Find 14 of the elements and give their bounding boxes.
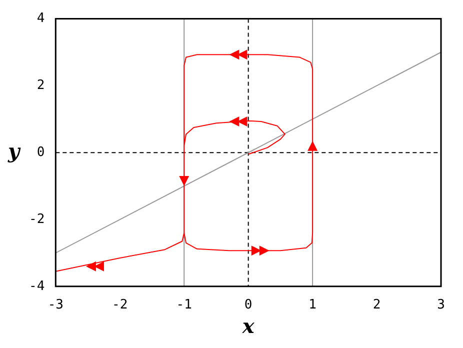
y-tick-label: -2 — [28, 212, 45, 227]
x-tick-label: -2 — [112, 298, 128, 313]
y-tick-label: 4 — [36, 11, 45, 26]
y-axis-title: y — [8, 138, 20, 163]
x-tick-label: 2 — [372, 298, 381, 313]
x-tick-label: -3 — [48, 298, 64, 313]
y-tick-label: -4 — [28, 278, 45, 294]
y-tick-label: 2 — [36, 78, 45, 94]
x-tick-label: -1 — [176, 298, 192, 313]
x-axis-title: x — [241, 314, 256, 338]
x-tick-label: 1 — [308, 298, 316, 313]
x-tick-label: 0 — [244, 298, 252, 313]
x-tick-label: 3 — [437, 298, 445, 313]
y-tick-label: 0 — [36, 144, 45, 160]
